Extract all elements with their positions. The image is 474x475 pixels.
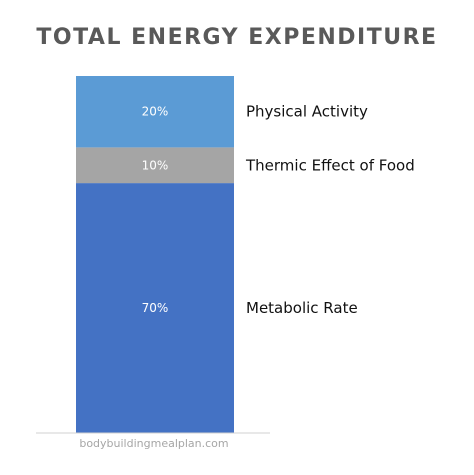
bar-group: [76, 76, 234, 433]
bar-segment-thermic-effect-of-food: [76, 147, 234, 184]
legend-label-thermic-effect-of-food: Thermic Effect of Food: [245, 156, 415, 174]
legend-label-physical-activity: Physical Activity: [246, 103, 368, 121]
bar-segment-physical-activity: [76, 76, 234, 148]
segment-label-group: 70% 10% 20%: [142, 105, 169, 315]
watermark-text: bodybuildingmealplan.com: [79, 437, 228, 450]
data-label-physical-activity: 20%: [142, 105, 169, 119]
legend-label-metabolic-rate: Metabolic Rate: [246, 299, 358, 317]
bar-segment-metabolic-rate: [76, 183, 234, 433]
legend-group: Metabolic Rate Thermic Effect of Food Phys…: [245, 103, 415, 317]
chart-title: TOTAL ENERGY EXPENDITURE: [36, 25, 437, 50]
data-label-metabolic-rate: 70%: [142, 301, 169, 315]
data-label-thermic-effect-of-food: 10%: [142, 158, 169, 172]
